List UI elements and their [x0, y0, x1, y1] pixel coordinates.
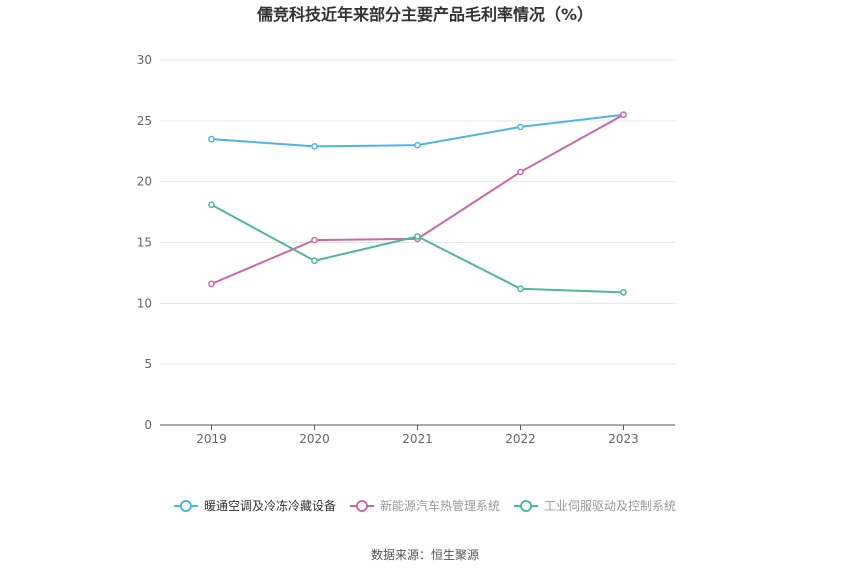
- x-tick-label: 2020: [299, 432, 330, 446]
- data-point: [208, 135, 215, 143]
- y-tick-label: 25: [137, 114, 152, 128]
- legend-label: 暖通空调及冷冻冷藏设备: [204, 498, 336, 513]
- x-tick-label: 2019: [196, 432, 227, 446]
- legend-item[interactable]: 新能源汽车热管理系统: [349, 498, 500, 513]
- data-point: [620, 111, 627, 119]
- data-point: [208, 280, 215, 288]
- legend-marker-icon: [520, 500, 533, 512]
- series-layer: [208, 111, 627, 296]
- legend-label: 新能源汽车热管理系统: [380, 498, 500, 513]
- data-point: [414, 233, 421, 240]
- data-point: [517, 123, 524, 131]
- x-tick-label: 2022: [505, 432, 536, 446]
- data-point: [311, 257, 318, 265]
- legend-marker-icon: [355, 500, 368, 512]
- x-tick-label: 2021: [402, 432, 433, 446]
- legend-item[interactable]: 工业伺服驱动及控制系统: [514, 499, 676, 513]
- legend-marker-icon: [179, 500, 192, 512]
- data-point: [620, 289, 627, 296]
- axes: 0 5 10 15 20 25 30 2019 2020 2021 2022 2023: [137, 53, 675, 446]
- legend-label: 工业伺服驱动及控制系统: [544, 499, 676, 513]
- x-tick-label: 2023: [608, 432, 639, 446]
- y-tick-label: 30: [137, 53, 152, 67]
- legend[interactable]: 暖通空调及冷冻冷藏设备 新能源汽车热管理系统 工业伺服驱动及控制系统: [173, 498, 676, 513]
- y-tick-label: 10: [137, 296, 152, 310]
- data-point: [517, 168, 524, 176]
- y-tick-label: 15: [137, 236, 152, 250]
- gridlines: [160, 59, 675, 365]
- source-text: 数据来源：恒生聚源: [371, 547, 479, 562]
- y-tick-label: 20: [137, 175, 152, 189]
- y-tick-label: 0: [144, 418, 152, 432]
- legend-item[interactable]: 暖通空调及冷冻冷藏设备: [173, 498, 336, 513]
- data-point: [208, 201, 215, 209]
- y-tick-label: 5: [144, 357, 152, 371]
- data-point: [311, 143, 318, 150]
- series-line: [211, 203, 624, 294]
- series-line: [211, 113, 624, 285]
- data-point: [311, 236, 318, 244]
- data-point: [414, 141, 421, 149]
- chart-title: 儒竞科技近年来部分主要产品毛利率情况（%）: [257, 5, 593, 24]
- series-line: [211, 113, 624, 148]
- data-point: [517, 285, 524, 293]
